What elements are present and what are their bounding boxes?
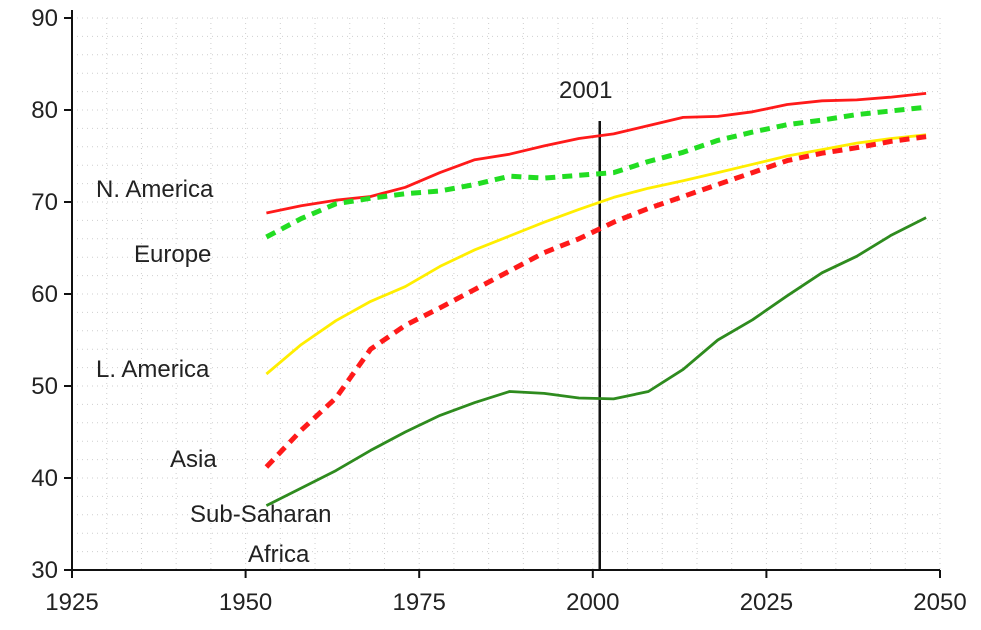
y-tick-label: 70 [31,189,58,216]
x-tick-label: 2000 [566,589,619,616]
series-label: N. America [96,176,214,203]
series-label: Asia [170,446,217,473]
reference-line-label: 2001 [559,77,612,104]
series-line-n-america [266,92,927,215]
series-line-l-america [265,133,927,376]
x-tick-label: 2050 [913,589,966,616]
axes [71,10,940,571]
y-tick-label: 30 [31,557,58,584]
x-tick-label: 1950 [219,589,272,616]
series-label: Africa [248,541,310,568]
series-lines [264,92,927,507]
series-line-europe [265,104,927,240]
y-tick-label: 90 [31,5,58,32]
y-tick-label: 40 [31,465,58,492]
y-tick-label: 60 [31,281,58,308]
x-tick-label: 2025 [740,589,793,616]
y-tick-label: 50 [31,373,58,400]
series-label: Sub-Saharan [190,501,331,528]
series-line-sub-saharan-africa [265,216,927,507]
tick-labels: 30 40 50 60 70 80 90 1925 1950 1975 2000 2025 2050 [31,5,966,616]
x-tick-label: 1975 [393,589,446,616]
series-label: L. America [96,356,210,383]
series-labels: N. America Europe L. America Asia Sub-Sahara… [96,176,331,568]
series-line-asia [264,134,927,469]
series-label: Europe [134,241,211,268]
y-tick-label: 80 [31,97,58,124]
x-tick-label: 1925 [45,589,98,616]
annotations: 2001 [559,77,612,570]
grid [71,17,941,571]
